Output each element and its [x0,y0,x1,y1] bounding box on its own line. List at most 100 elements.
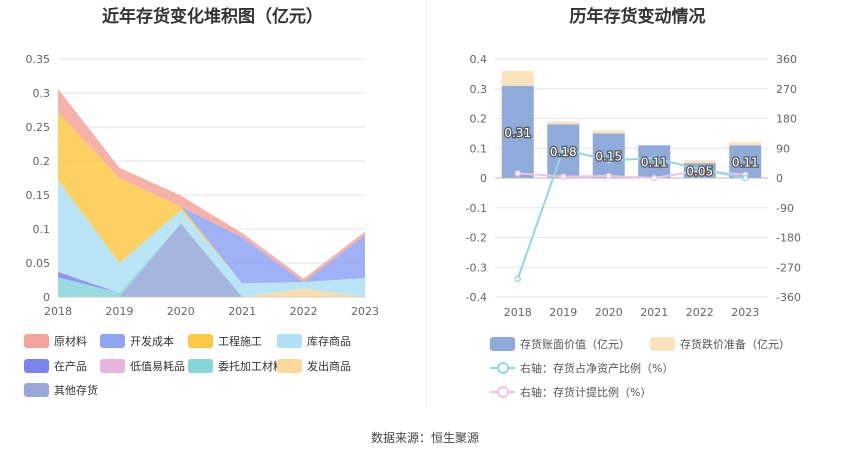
y-tick-label: 0.35 [26,53,51,66]
x-tick-label: 2023 [351,305,379,318]
legend-label: 在产品 [54,360,87,373]
x-tick-label: 2020 [167,305,195,318]
y-tick-label: 0.3 [33,87,51,100]
bar-impairment [547,121,580,125]
y-tick-label: 0.2 [470,113,488,126]
legend-swatch [277,359,302,373]
x-tick-label: 2018 [504,306,532,319]
y-tick-label: 0.1 [33,223,51,236]
y-tick-label: 0.2 [33,155,51,168]
legend-swatch [490,337,515,351]
bar-data-label: 0.31 [504,126,531,140]
area-series [58,112,365,284]
line-point [696,165,703,173]
legend-swatch [650,337,675,351]
bar-data-label: 0.11 [641,156,668,170]
legend-swatch [100,334,125,348]
legend-label: 低值易耗品 [130,360,185,373]
right-chart-title: 历年存货变动情况 [569,7,706,27]
y2-tick-label: 90 [776,142,790,155]
bar-impairment [683,160,716,164]
bar-impairment [729,142,762,146]
line-point [605,172,612,180]
x-tick-label: 2019 [549,306,577,319]
line-point [514,275,521,283]
legend-swatch [188,334,213,348]
data-source-note: 数据来源：恒生聚源 [370,431,479,445]
legend-marker [497,362,509,374]
legend-label: 其他存货 [54,384,98,397]
legend-label: 右轴：存货计提比例（%） [520,386,652,399]
y2-tick-label: -360 [776,291,801,304]
line-point [742,174,749,182]
legend-label: 原材料 [54,335,87,348]
legend-item[interactable]: 工程施工 [188,333,262,349]
area-series [58,180,365,297]
legend-item[interactable]: 原材料 [24,333,87,349]
legend-swatch [24,359,49,373]
legend-swatch [24,334,49,348]
legend-swatch [100,359,125,373]
bar-data-label: 0.05 [686,165,713,179]
x-tick-label: 2021 [640,306,668,319]
legend-label: 委托加工材料 [218,360,284,373]
legend-item[interactable]: 开发成本 [100,333,174,349]
stacked-area-chart: 0 0.05 0.1 0.15 0.2 0.25 0.3 0.35 2018 2019 2020 20… [26,53,380,318]
line-point [651,174,658,182]
y-tick-label: 0.05 [26,257,51,270]
legend-item[interactable]: 委托加工材料 [188,358,284,374]
line-point [560,145,567,153]
y2-tick-label: -90 [776,202,794,215]
bar-data-label: 0.18 [550,145,577,159]
x-tick-label: 2021 [228,305,256,318]
y2-tick-label: -180 [776,232,801,245]
bar-book-value [592,133,625,178]
y-tick-label: 0.25 [26,121,51,134]
line-point [651,154,658,162]
area-series [58,112,365,284]
legend-item[interactable]: 发出商品 [277,358,351,374]
bar-book-value [501,85,534,178]
legend-item[interactable]: 右轴：存货占净资产比例（%） [490,360,673,376]
x-tick-label: 2022 [686,306,714,319]
line-net-asset-ratio [516,148,746,280]
line-point [514,170,521,177]
legend-item[interactable]: 其他存货 [24,382,98,398]
y-tick-label: -0.2 [466,232,487,245]
y-tick-label: 0.1 [470,142,488,155]
x-tick-label: 2023 [731,306,759,319]
legend-item[interactable]: 低值易耗品 [100,358,185,374]
x-tick-label: 2020 [595,306,623,319]
line-point [560,173,567,180]
legend-label: 工程施工 [218,335,262,348]
legend-swatch [24,383,49,397]
legend-marker [497,386,509,398]
bar-data-label: 0.11 [732,156,759,170]
bar-data-label: 0.15 [595,150,622,164]
left-chart-title: 近年存货变化堆积图（亿元） [102,7,323,27]
legend-line-symbol [490,361,515,375]
legend-item[interactable]: 右轴：存货计提比例（%） [490,384,651,400]
y2-tick-label: 180 [776,113,797,126]
y2-tick-label: 0 [776,172,783,185]
y2-tick-label: 360 [776,53,797,66]
area-series [58,223,365,297]
legend-label: 发出商品 [307,360,351,373]
y-tick-label: 0 [43,291,50,304]
y-tick-label: -0.3 [466,261,487,274]
bar-impairment [592,130,625,134]
legend-item[interactable]: 存货跌价准备（亿元） [650,336,790,352]
legend-item[interactable]: 库存商品 [277,333,351,349]
legend-label: 存货跌价准备（亿元） [680,338,790,351]
x-tick-label: 2022 [290,305,318,318]
bar-impairment [501,70,534,86]
y2-tick-label: -270 [776,261,801,274]
legend-swatch [277,334,302,348]
bar-line-chart: 0.4 0.3 0.2 0.1 0 -0.1 -0.2 -0.3 -0.4 360 270 180 90… [466,53,801,319]
legend-item[interactable]: 存货账面价值（亿元） [490,336,630,352]
legend-item[interactable]: 在产品 [24,358,87,374]
legend-swatch [188,359,213,373]
y2-tick-label: 270 [776,83,797,96]
x-tick-label: 2018 [44,305,72,318]
y-tick-label: 0.3 [470,83,488,96]
